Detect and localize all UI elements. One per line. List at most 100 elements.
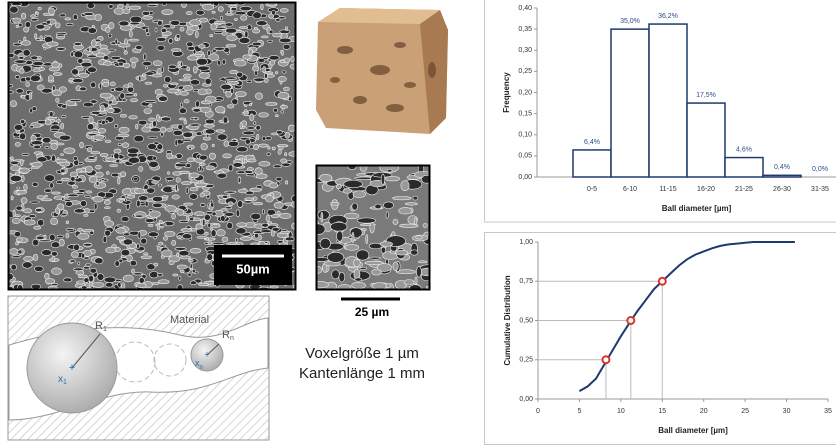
grain xyxy=(48,8,54,15)
grain xyxy=(176,178,181,183)
grain xyxy=(187,42,194,47)
grain xyxy=(129,30,132,37)
grain xyxy=(259,113,269,118)
grain xyxy=(130,58,138,63)
x-tick-label: 26-30 xyxy=(773,186,791,193)
grain xyxy=(320,174,332,181)
grain xyxy=(214,21,225,24)
grain xyxy=(281,50,283,55)
grain xyxy=(254,78,265,82)
grain xyxy=(152,196,162,202)
grain xyxy=(135,124,137,129)
grain xyxy=(71,52,74,57)
grain xyxy=(21,13,26,19)
label: 1 xyxy=(103,326,107,333)
grain xyxy=(72,185,77,188)
grain xyxy=(273,33,282,37)
grain xyxy=(142,74,145,76)
grain xyxy=(209,54,219,61)
y-tick-label: 0,50 xyxy=(519,317,533,324)
grain xyxy=(344,180,363,188)
grain xyxy=(55,23,60,28)
grain xyxy=(16,89,24,93)
grain xyxy=(161,127,166,133)
grain xyxy=(90,82,95,88)
grain xyxy=(336,184,341,188)
grain xyxy=(212,144,214,147)
grain xyxy=(166,177,174,180)
grain xyxy=(280,213,291,218)
grain xyxy=(198,66,210,70)
grain xyxy=(14,124,23,130)
grain xyxy=(182,234,192,239)
grain xyxy=(395,250,408,255)
grain xyxy=(21,198,27,204)
grain xyxy=(115,39,118,44)
grain xyxy=(85,264,91,266)
grain xyxy=(363,229,367,231)
grain xyxy=(47,42,58,46)
grain xyxy=(370,222,375,232)
grain xyxy=(200,107,211,112)
grain xyxy=(15,142,21,146)
grain xyxy=(123,63,129,68)
grain xyxy=(161,132,164,136)
grain xyxy=(127,87,133,93)
grain xyxy=(266,137,272,140)
grain xyxy=(372,283,387,290)
grain xyxy=(168,89,179,93)
grain xyxy=(184,203,193,205)
grain xyxy=(36,12,39,14)
grain xyxy=(255,168,263,175)
grain xyxy=(352,232,354,242)
grain xyxy=(18,23,22,27)
grain xyxy=(114,149,121,153)
grain xyxy=(111,56,121,59)
grain xyxy=(142,11,150,15)
grain xyxy=(61,178,69,181)
marker xyxy=(659,278,666,285)
grain xyxy=(120,93,125,99)
grain xyxy=(179,171,189,174)
grain xyxy=(57,119,61,122)
grain xyxy=(208,242,212,245)
y-tick-label: 0,20 xyxy=(518,89,532,96)
grain xyxy=(62,105,67,109)
grain xyxy=(110,82,115,86)
grain xyxy=(177,265,187,269)
grain xyxy=(383,202,393,209)
grain xyxy=(31,18,38,21)
grain xyxy=(280,8,288,12)
grain xyxy=(84,266,90,269)
grain xyxy=(103,56,109,60)
grain xyxy=(102,82,108,86)
grain xyxy=(163,237,167,241)
grain xyxy=(15,60,27,64)
grain xyxy=(144,109,152,114)
grain xyxy=(132,62,136,68)
grain xyxy=(100,153,108,156)
figure: 50µm 25 µm + + Material R1 Rn x1 xn Voxe… xyxy=(0,0,836,448)
grain xyxy=(66,233,69,238)
grain xyxy=(143,253,147,255)
grain xyxy=(152,203,162,208)
grain xyxy=(51,218,58,225)
grain xyxy=(118,177,121,184)
grain xyxy=(171,48,181,51)
grain xyxy=(283,87,289,91)
grain xyxy=(235,238,237,241)
grain xyxy=(415,236,422,239)
grain xyxy=(267,153,271,156)
grain xyxy=(186,29,193,35)
grain xyxy=(250,103,252,106)
grain xyxy=(193,66,197,73)
grain xyxy=(198,45,205,49)
grain xyxy=(318,210,330,219)
grain xyxy=(200,193,205,197)
grain xyxy=(87,55,96,58)
grain xyxy=(280,231,289,233)
grain xyxy=(195,101,199,107)
grain xyxy=(37,196,44,200)
grain xyxy=(170,83,178,85)
grain xyxy=(14,231,21,236)
